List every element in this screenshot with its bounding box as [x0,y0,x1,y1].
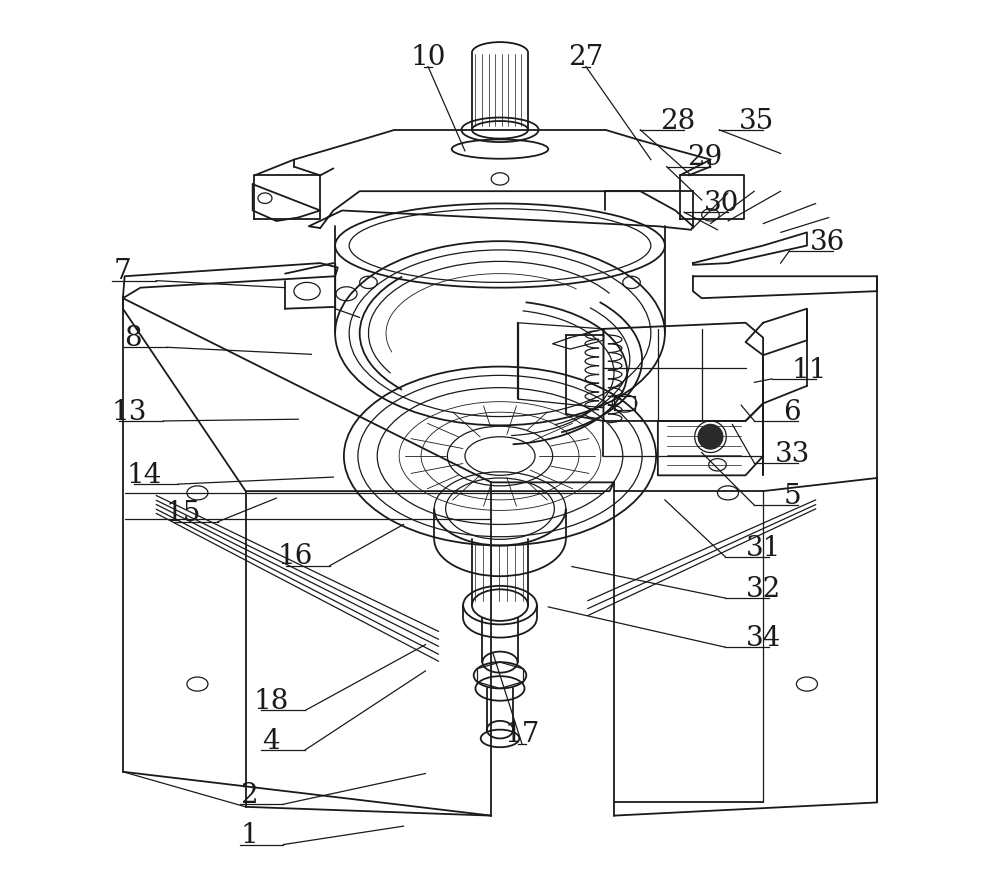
Text: 1: 1 [240,823,258,849]
Text: 29: 29 [687,145,722,171]
Text: 4: 4 [262,728,280,754]
Text: 11: 11 [792,357,827,383]
Text: 32: 32 [745,576,781,602]
Text: 36: 36 [809,229,845,255]
Text: 31: 31 [745,535,781,561]
Text: 6: 6 [783,399,801,425]
Text: 34: 34 [745,625,781,652]
Text: 15: 15 [166,500,201,526]
Text: 2: 2 [240,782,258,809]
Text: 35: 35 [739,108,775,134]
Text: 18: 18 [253,688,289,715]
Text: 14: 14 [126,462,162,488]
Text: 17: 17 [504,722,540,748]
Text: 7: 7 [113,259,131,285]
Text: 28: 28 [660,108,696,134]
Circle shape [698,424,723,449]
Text: 27: 27 [568,45,604,71]
Text: 5: 5 [783,483,801,510]
Text: 33: 33 [774,441,810,467]
Text: 30: 30 [704,190,740,217]
Text: 10: 10 [410,45,446,71]
Text: 8: 8 [124,325,141,352]
Text: 13: 13 [111,399,147,425]
Text: 16: 16 [278,544,313,570]
